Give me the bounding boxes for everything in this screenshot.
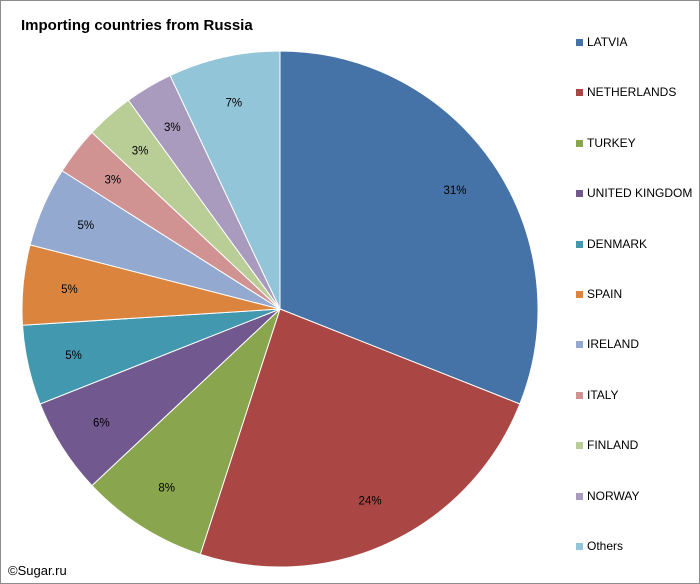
- legend-label: LATVIA: [587, 35, 628, 49]
- legend-label: FINLAND: [587, 438, 639, 453]
- legend-swatch: [576, 341, 583, 349]
- data-label-norway: 3%: [164, 122, 181, 134]
- data-label-spain: 5%: [61, 284, 78, 296]
- legend-label: DENMARK: [587, 236, 648, 251]
- pie-slice-netherlands: [199, 308, 521, 568]
- data-label-denmark: 5%: [65, 350, 82, 362]
- legend-label: NORWAY: [587, 488, 640, 503]
- legend-label: SPAIN: [587, 287, 623, 301]
- legend-label: ITALY: [587, 387, 619, 402]
- legend-swatch: [576, 190, 583, 198]
- legend-swatch: [576, 139, 583, 147]
- data-label-netherlands: 24%: [359, 495, 382, 507]
- legend-swatch: [576, 442, 583, 450]
- legend-swatch: [576, 492, 583, 500]
- legend-label: Others: [587, 539, 624, 553]
- chart-title: Importing countries from Russia: [21, 17, 253, 34]
- data-label-latvia: 31%: [443, 185, 466, 197]
- data-label-italy: 3%: [105, 174, 122, 186]
- legend-label: TURKEY: [587, 135, 636, 150]
- pie-slice-turkey: [91, 308, 281, 556]
- pie-slice-others: [169, 50, 281, 310]
- legend-swatch: [576, 391, 583, 399]
- legend-swatch: [576, 543, 583, 550]
- pie-slice-latvia: [279, 50, 539, 405]
- legend-label: UNITED KINGDOM: [587, 186, 693, 201]
- data-label-others: 7%: [226, 98, 243, 110]
- legend-swatch: [576, 89, 583, 97]
- legend-label: NETHERLANDS: [587, 85, 677, 100]
- legend-label: IRELAND: [587, 337, 640, 352]
- legend-swatch: [576, 39, 583, 46]
- data-label-turkey: 8%: [158, 483, 175, 495]
- legend-swatch: [576, 291, 583, 298]
- data-label-ireland: 5%: [78, 220, 95, 232]
- data-label-finland: 3%: [132, 145, 149, 157]
- watermark: ©Sugar.ru: [8, 563, 67, 578]
- legend-swatch: [576, 240, 583, 248]
- data-label-united-kingdom: 6%: [93, 417, 110, 429]
